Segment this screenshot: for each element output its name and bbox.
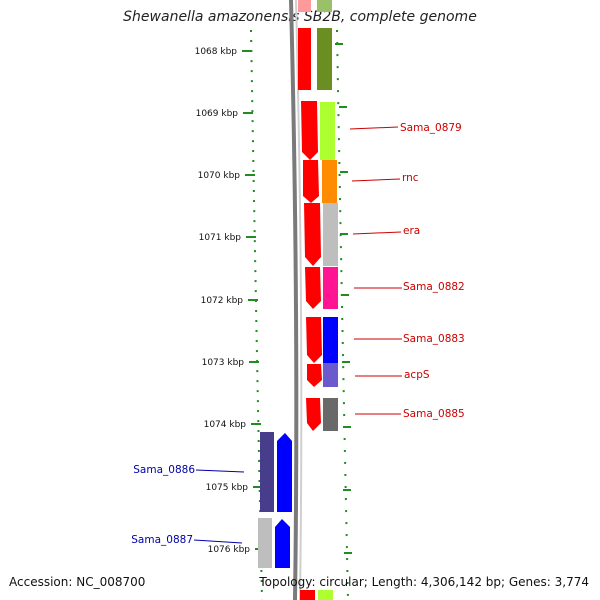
map-title: Shewanella amazonensis SB2B, complete ge… [123, 9, 477, 25]
kbp-label-1069: 1069 kbp [196, 109, 239, 119]
gene-label-sama-0882[interactable]: Sama_0882 [403, 281, 465, 293]
forward-strand-track [258, 432, 292, 568]
feature-block-sama-0887 [258, 518, 272, 568]
gene-label-era[interactable]: era [403, 225, 420, 237]
gene-label-sama-0883[interactable]: Sama_0883 [403, 333, 465, 345]
feature-block-sama-0886 [260, 432, 274, 512]
downstream-features [300, 590, 333, 600]
feature-block-sama-0883 [323, 317, 338, 363]
ruler-labels: 1068 kbp 1069 kbp 1070 kbp 1071 kbp 1072… [195, 47, 251, 555]
accession-text: Accession: NC_008700 [9, 575, 146, 589]
reverse-arrow-acps [307, 364, 322, 387]
upstream-features [298, 0, 332, 90]
feature-block-rnc [322, 160, 337, 203]
feature-block-era [323, 203, 338, 266]
gene-label-rnc[interactable]: rnc [402, 172, 419, 184]
kbp-label-1070: 1070 kbp [198, 171, 241, 181]
genome-backbone [289, 0, 299, 600]
gene-labels: Sama_0879 rnc era Sama_0882 Sama_0883 ac… [131, 122, 464, 546]
forward-arrow-sama-0887 [275, 519, 290, 568]
feature-block-acps [323, 363, 338, 387]
ruler-ticks-right [335, 43, 352, 554]
kbp-label-1076: 1076 kbp [208, 545, 251, 555]
gene-label-sama-0887[interactable]: Sama_0887 [131, 534, 193, 546]
kbp-label-1072: 1072 kbp [201, 296, 244, 306]
gene-label-sama-0885[interactable]: Sama_0885 [403, 408, 465, 420]
reverse-arrow-sama-0882 [305, 267, 321, 309]
reverse-strand-track [301, 101, 322, 431]
ruler-dotted-line-left [250, 29, 263, 600]
kbp-label-1075: 1075 kbp [206, 483, 249, 493]
gene-label-sama-0879[interactable]: Sama_0879 [400, 122, 462, 134]
feature-block-sama-0885 [323, 398, 338, 431]
forward-arrow-sama-0886 [277, 433, 292, 512]
ruler-dotted-line-right [336, 29, 349, 600]
kbp-label-1071: 1071 kbp [199, 233, 242, 243]
kbp-label-1074: 1074 kbp [204, 420, 247, 430]
feature-block-sama-0882 [323, 267, 338, 309]
gene-label-acps[interactable]: acpS [404, 369, 430, 381]
genome-summary-text: Topology: circular; Length: 4,306,142 bp… [259, 575, 589, 589]
kbp-label-1073: 1073 kbp [202, 358, 245, 368]
kbp-label-1068: 1068 kbp [195, 47, 238, 57]
gene-label-leaders [193, 126, 402, 544]
reverse-arrow-sama-0879 [301, 101, 318, 160]
reverse-arrow-rnc [303, 160, 319, 203]
reverse-arrow-era [304, 203, 321, 266]
gene-label-sama-0886[interactable]: Sama_0886 [133, 464, 195, 476]
reverse-arrow-sama-0883 [306, 317, 322, 363]
feature-blocks [320, 102, 338, 431]
feature-block-sama-0879 [320, 102, 335, 160]
reverse-arrow-sama-0885 [306, 398, 321, 431]
